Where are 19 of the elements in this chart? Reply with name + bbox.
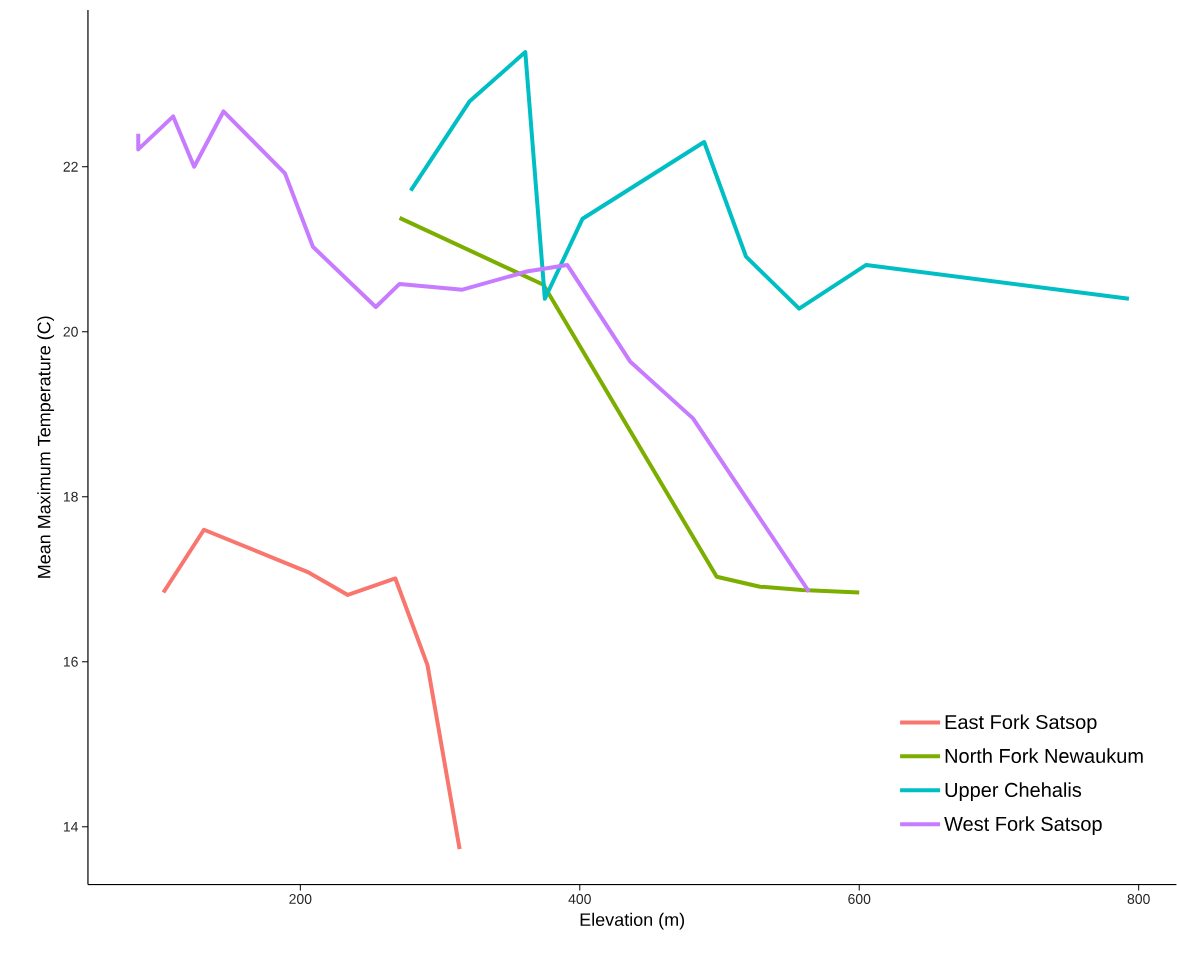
line-series: [136, 109, 811, 594]
x-tick-label: 600: [848, 894, 871, 905]
x-tick-label: 400: [568, 894, 591, 905]
y-tick-label: 14: [63, 822, 79, 832]
x-tick-label: 800: [1127, 894, 1150, 905]
x-axis-title: Elevation (m): [580, 913, 685, 930]
line-series: [408, 50, 1131, 311]
x-tick-label: 200: [289, 894, 312, 905]
legend-label: East Fork Satsop: [945, 714, 1097, 734]
y-tick-label: 18: [63, 492, 78, 502]
line-series: [161, 528, 462, 852]
y-axis-title: Mean Maximum Temperature (C): [37, 316, 55, 578]
y-tick-label: 16: [63, 657, 78, 667]
legend-label: Upper Chehalis: [945, 782, 1082, 802]
y-tick-label: 22: [63, 162, 78, 172]
legend-label: West Fork Satsop: [944, 816, 1102, 836]
legend-label: North Fork Newaukum: [945, 748, 1143, 764]
y-tick-label: 20: [63, 327, 78, 337]
line-series: [397, 216, 862, 595]
